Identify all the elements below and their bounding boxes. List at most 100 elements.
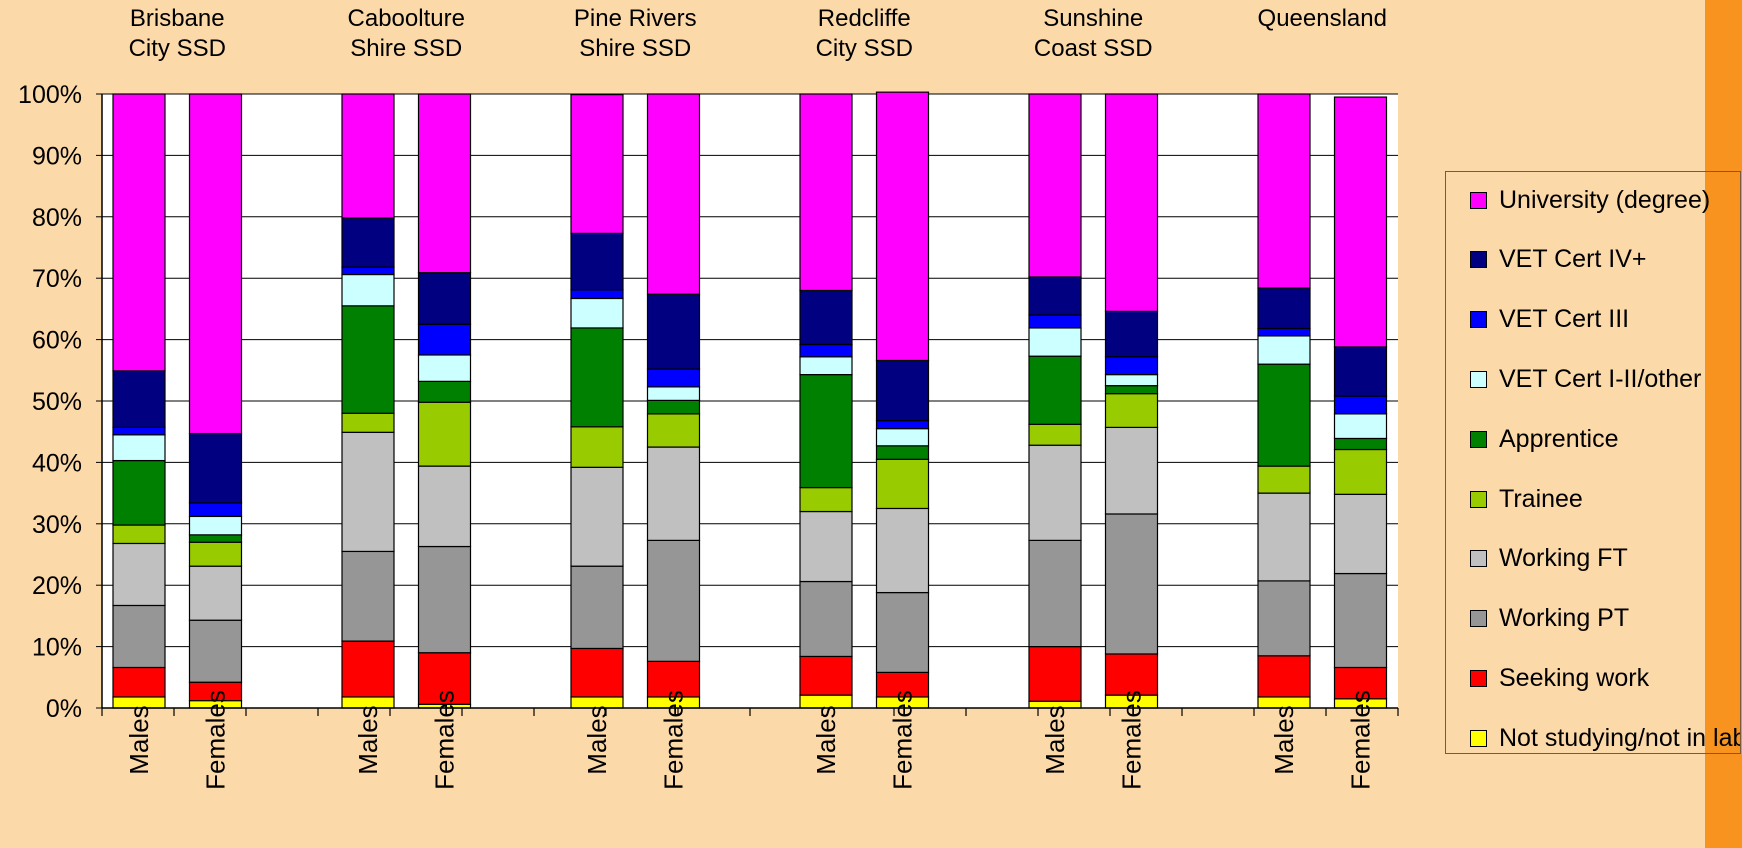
y-tick-label: 0% (46, 695, 82, 723)
bar-segment (1104, 356, 1159, 376)
legend-swatch (1470, 550, 1487, 568)
region-label-line: Coast SSD (1033, 35, 1153, 62)
x-tick-label: Males (811, 705, 841, 774)
bar-segment (646, 660, 701, 698)
legend-item: Seeking work (1470, 658, 1649, 698)
legend-label: Seeking work (1499, 663, 1650, 692)
bar-segment (112, 604, 166, 669)
legend-item: Not studying/not in labour force (1470, 718, 1740, 753)
bar-segment (188, 502, 243, 518)
bar-segment (875, 91, 930, 362)
bar-segment (341, 266, 395, 276)
legend-swatch (1470, 370, 1487, 388)
axes (101, 94, 1399, 716)
bar-segment (417, 545, 472, 654)
y-tick-label: 50% (32, 388, 82, 416)
x-tick-label: Males (1040, 705, 1070, 774)
bar-segment (875, 591, 930, 673)
y-tick-label: 100% (18, 81, 82, 109)
legend-label: Apprentice (1499, 424, 1619, 453)
x-tick-label: Females (430, 690, 460, 790)
bar-segment (1104, 310, 1159, 358)
region-label-line: Brisbane (129, 5, 225, 32)
legend-item: University (degree) (1470, 180, 1710, 220)
y-tick-label: 40% (32, 449, 82, 477)
x-tick-label: Females (888, 690, 918, 790)
bar-segment (112, 370, 166, 429)
region-label-line: Redcliffe (817, 5, 911, 32)
region-label-line: Shire SSD (350, 35, 463, 62)
bar-segment (875, 359, 930, 422)
bar-segment (1333, 493, 1388, 575)
bar-segment (188, 93, 243, 435)
legend-swatch (1470, 251, 1487, 269)
region-label-line: City SSD (815, 35, 913, 62)
bar-segment (875, 671, 930, 698)
x-tick-label: Females (1117, 690, 1147, 790)
bar-segment (799, 289, 853, 346)
legend-item: Apprentice (1470, 419, 1619, 459)
x-tick-label: Females (1346, 690, 1376, 790)
bar-segment (799, 356, 853, 376)
y-tick-label: 90% (32, 142, 82, 170)
bar-segment (875, 445, 930, 460)
bar-segment (188, 432, 243, 504)
bar-segment (1333, 96, 1388, 348)
legend-swatch (1470, 610, 1487, 628)
bar-segment (570, 565, 624, 650)
legend-label: University (degree) (1499, 185, 1711, 214)
bar-segment (1257, 465, 1311, 494)
bar-segment (570, 297, 624, 329)
bar-segment (188, 515, 243, 536)
bar-segment (570, 647, 624, 698)
x-tick-label: Males (582, 705, 612, 774)
bar-segment (646, 399, 701, 415)
bar-segment (799, 343, 853, 358)
legend-item: VET Cert III (1470, 300, 1629, 340)
bar-segment (570, 94, 624, 234)
bar-segment (799, 580, 853, 658)
legend-swatch (1470, 729, 1487, 747)
bar-segment (1257, 93, 1311, 289)
bar-segment (188, 619, 243, 683)
bar-segment (570, 289, 624, 300)
bar-segment (1257, 335, 1311, 365)
bar-segment (1104, 513, 1159, 655)
bar-segment (799, 510, 853, 583)
bar-segment (417, 323, 472, 356)
bar-segment (112, 426, 166, 436)
bar-segment (1028, 423, 1082, 446)
bar-segment (1257, 580, 1311, 657)
legend-label: Trainee (1499, 484, 1583, 513)
bar-segment (417, 354, 472, 382)
region-label-line: Shire SSD (579, 35, 692, 62)
bar-segment (646, 413, 701, 448)
bar-segment (799, 93, 853, 292)
bar-segment (646, 446, 701, 541)
legend-item: Trainee (1470, 479, 1583, 519)
legend: University (degree) VET Cert IV+ VET Cert … (1445, 171, 1741, 754)
bar-segment (1257, 287, 1311, 330)
legend-swatch (1470, 311, 1487, 329)
bar-segment (646, 386, 701, 401)
bar-segment (1028, 93, 1082, 278)
bar-segment (1333, 448, 1388, 495)
y-tick-label: 30% (32, 511, 82, 539)
bar-segment (1333, 666, 1388, 700)
bar-segment (1333, 395, 1388, 415)
y-tick-label: 60% (32, 327, 82, 355)
bar-segment (875, 458, 930, 510)
legend-label: VET Cert I-II/other (1499, 364, 1702, 393)
bar-segment (1333, 413, 1388, 440)
region-label-line: Sunshine (1043, 5, 1144, 32)
bar-segment (799, 486, 853, 513)
bar-segment (112, 93, 166, 372)
bar-segment (875, 428, 930, 447)
region-label: Pine Rivers Shire SSD (525, 4, 745, 64)
legend-swatch (1470, 490, 1487, 508)
bar-segment (646, 93, 701, 295)
bar-segment (417, 380, 472, 403)
bar-segment (1104, 93, 1159, 312)
bars (112, 91, 1388, 709)
y-tick-labels: 0% 10% 20% 30% 40% 50% 60% 70% 80% 90% 100% (18, 81, 82, 723)
